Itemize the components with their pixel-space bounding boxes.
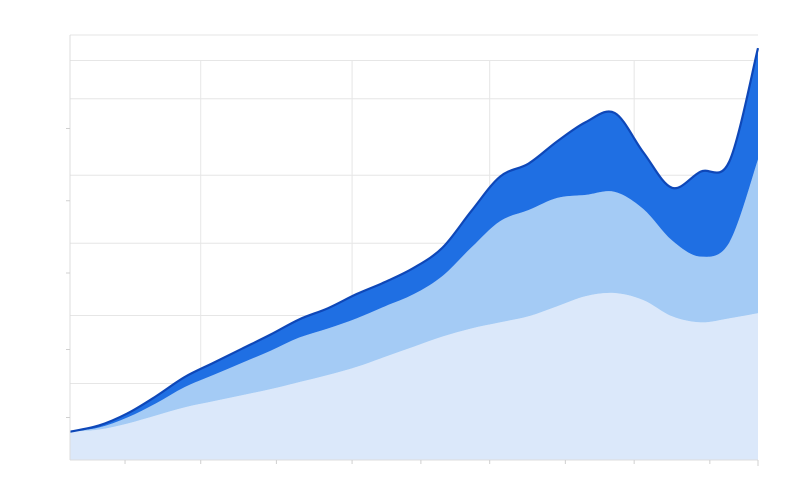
area-series-1 — [70, 292, 758, 460]
areas — [69, 47, 760, 460]
area-series-3 — [70, 48, 758, 432]
top-series-outline — [69, 47, 760, 433]
area-series-2 — [70, 159, 758, 432]
axes — [66, 35, 759, 466]
